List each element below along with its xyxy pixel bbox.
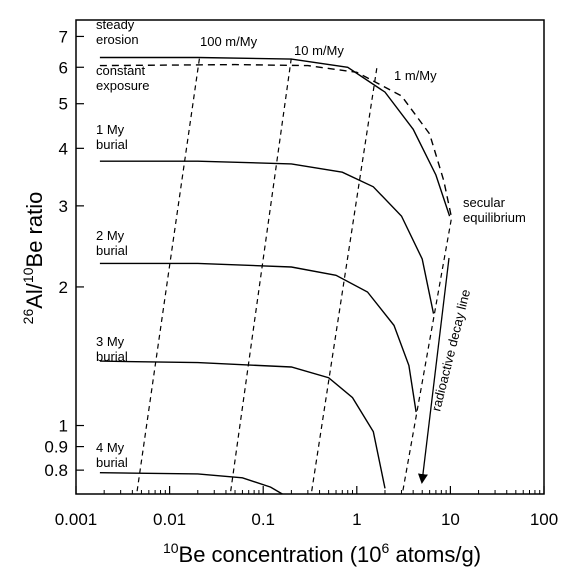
annotation-secular-2: equilibrium	[463, 210, 526, 225]
annotation-burial-3-1: 3 My	[96, 334, 125, 349]
erosion-rate-lines	[136, 55, 378, 492]
series-line-4-my-burial	[99, 472, 283, 495]
x-axis-ticks: 0.001 0.01 0.1 1 10 100	[55, 486, 558, 529]
annotation-rate-100: 100 m/My	[200, 34, 258, 49]
x-tick-label: 10	[441, 510, 460, 529]
series-line-3-my-burial	[99, 360, 386, 489]
y-tick-label: 5	[59, 95, 68, 114]
decay-arrow	[417, 257, 450, 484]
series-layer	[99, 56, 452, 495]
y-tick-label: 4	[59, 139, 68, 158]
plot-area	[75, 19, 545, 495]
annotation-burial-4-2: burial	[96, 455, 128, 470]
y-tick-label: 6	[59, 58, 68, 77]
annotation-constant-exposure-1: constant	[96, 63, 146, 78]
x-axis-title-unit-sup: 6	[382, 540, 390, 556]
annotation-burial-1-1: 1 My	[96, 122, 125, 137]
annotation-steady-erosion-1: steady	[96, 17, 135, 32]
annotation-burial-2-2: burial	[96, 243, 128, 258]
x-axis-title-unit: atoms/g)	[389, 542, 481, 567]
annotation-rate-10: 10 m/My	[294, 43, 344, 58]
x-tick-label: 0.1	[251, 510, 275, 529]
y-tick-label: 0.9	[44, 438, 68, 457]
erosion-line-10-m-my	[230, 57, 292, 492]
erosion-line-1-m-my	[311, 65, 378, 492]
series-line-constant-exposure	[99, 63, 452, 217]
annotation-burial-2-1: 2 My	[96, 228, 125, 243]
series-line-1-my-burial	[99, 160, 435, 314]
y-axis-ticks: 0.8 0.9 1 2 3 4 5 6 7	[44, 27, 84, 480]
x-axis-title-sup: 10	[163, 540, 179, 556]
y-tick-label: 7	[59, 27, 68, 46]
decay-line-layer	[402, 219, 452, 492]
x-tick-label: 0.001	[55, 510, 98, 529]
y-tick-label: 2	[59, 278, 68, 297]
y-axis-title-sup2: 10	[20, 267, 36, 283]
decay-line	[402, 219, 452, 492]
annotation-burial-1-2: burial	[96, 137, 128, 152]
annotation-burial-4-1: 4 My	[96, 440, 125, 455]
x-axis-title: 10Be concentration (106 atoms/g)	[163, 540, 481, 567]
x-tick-label: 1	[352, 510, 361, 529]
annotation-rate-1: 1 m/My	[394, 68, 437, 83]
y-tick-label: 3	[59, 197, 68, 216]
annotation-secular-1: secular	[463, 195, 506, 210]
annotation-decay-line: radioactive decay line	[428, 288, 473, 413]
y-axis-title-sup: 26	[20, 309, 36, 325]
annotation-constant-exposure-2: exposure	[96, 78, 149, 93]
x-tick-label: 0.01	[153, 510, 186, 529]
y-axis-title: 26Al/10Be ratio	[20, 192, 47, 325]
annotation-steady-erosion-2: erosion	[96, 32, 139, 47]
y-axis-title-main: Al/	[22, 282, 47, 309]
y-tick-label: 0.8	[44, 461, 68, 480]
x-axis-title-main: Be concentration (10	[179, 542, 382, 567]
series-line-2-my-burial	[99, 262, 417, 413]
y-axis-title-main2: Be ratio	[22, 192, 47, 268]
y-tick-label: 1	[59, 417, 68, 436]
x-tick-label: 100	[530, 510, 558, 529]
annotation-burial-3-2: burial	[96, 349, 128, 364]
series-line-steady-erosion	[99, 56, 451, 217]
erosion-line-100-m-my	[136, 55, 201, 492]
